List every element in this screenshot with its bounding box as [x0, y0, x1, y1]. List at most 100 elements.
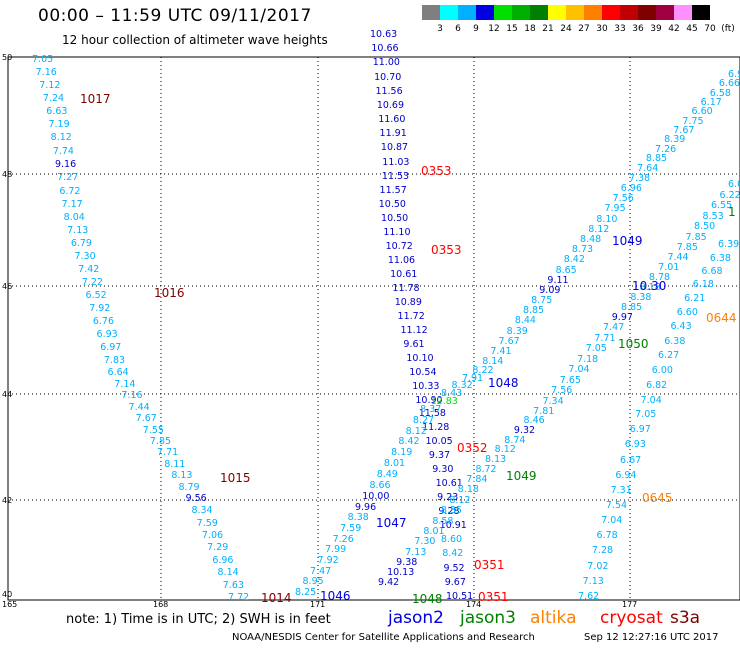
track3-value: 8.43: [441, 388, 463, 400]
track4-value: 8.12: [449, 494, 471, 506]
track1-value: 7.59: [196, 517, 218, 529]
track1-value: 7.44: [128, 401, 150, 413]
track1-value: 7.19: [48, 119, 70, 131]
legend-label: 27: [578, 24, 590, 34]
station-label: 0351: [478, 590, 509, 604]
track3-value: 8.27: [412, 414, 435, 426]
track3-value: 8.37: [420, 403, 442, 415]
track2-value: 11.06: [387, 254, 416, 266]
station-label: 1047: [376, 516, 407, 530]
legend-swatch: [584, 5, 602, 20]
track2-value: 8.60: [440, 534, 463, 546]
legend-label: 21: [542, 24, 554, 34]
track3-value: 8.66: [369, 479, 391, 491]
plot-frame: [7, 56, 740, 601]
track2-value: 11.60: [378, 114, 406, 126]
track5-value: 6.97: [629, 424, 651, 436]
track1-value: 6.63: [46, 105, 68, 117]
track1-value: 7.16: [35, 66, 57, 78]
legend-swatch: [638, 5, 656, 20]
track3-value: 6.60: [691, 106, 713, 118]
legend-swatch: [602, 5, 620, 20]
track4-value: 9.42: [378, 577, 400, 588]
track4-value: 7.81: [533, 405, 555, 417]
track2-value: 11.57: [379, 184, 407, 196]
track4-value: 8.53: [702, 210, 724, 222]
track1-value: 6.97: [100, 341, 122, 353]
station-label: 0351: [474, 558, 505, 572]
legend-label: 3: [437, 24, 443, 34]
track3-value: 8.75: [531, 295, 553, 307]
station-label: 1048: [412, 592, 443, 606]
track4-value: 8.18: [457, 484, 479, 496]
track5-value: 6.67: [620, 454, 642, 466]
legend-label: 39: [650, 24, 662, 34]
track4-value: 7.04: [568, 364, 590, 376]
track3-value: 8.12: [405, 425, 427, 437]
track3-value: 7.38: [628, 172, 651, 184]
track3-value: 8.25: [295, 587, 317, 598]
track3-value: 6.58: [709, 87, 731, 99]
track5-value: 6.00: [651, 364, 673, 376]
track4-value: 9.32: [513, 425, 536, 437]
station-label: 1046: [320, 589, 351, 603]
legend-label: 42: [668, 24, 680, 34]
lon-label: 168: [153, 600, 169, 609]
legend-swatch: [674, 5, 692, 20]
legend-swatch: [422, 5, 440, 20]
track2-value: 10.87: [380, 142, 409, 154]
track2-value: 9.61: [403, 338, 425, 350]
track3-value: 7.67: [498, 335, 520, 347]
track2-value: 11.03: [382, 156, 410, 168]
track5-value: 6.82: [646, 379, 668, 391]
track5-value: 6.43: [670, 321, 692, 333]
track1-value: 7.30: [74, 250, 96, 262]
track1-value: 8.11: [164, 458, 186, 470]
track5-value: 7.62: [578, 591, 600, 602]
legend-label: 36: [632, 24, 644, 34]
station-label: 1050: [618, 337, 649, 351]
legend-label: 6: [455, 24, 461, 34]
track4-value: 8.58: [432, 516, 454, 528]
track1-value: 7.42: [78, 263, 100, 275]
track5-value: 6.78: [596, 530, 618, 542]
track3-value: 6.96: [620, 182, 642, 194]
track4-value: 7.18: [577, 353, 599, 365]
track3-value: 9.96: [354, 501, 377, 513]
track1-value: 6.76: [92, 315, 115, 327]
map-plot: [7, 56, 740, 601]
satellite-jason2: jason2: [388, 608, 444, 628]
legend-swatch: [494, 5, 512, 20]
track2-value: 10.05: [425, 436, 453, 448]
lat-label: 50: [2, 53, 13, 62]
track1-value: 7.05: [32, 54, 54, 65]
station-label: 1049: [612, 234, 643, 248]
legend-swatch: [512, 5, 530, 20]
track2-value: 11.10: [383, 226, 411, 238]
track5-value: 7.13: [582, 575, 604, 587]
track2-value: 9.52: [443, 562, 465, 574]
track3-value: 7.75: [682, 115, 704, 127]
station-label: 1048: [488, 376, 519, 390]
track2-value: 10.63: [370, 29, 398, 40]
legend-label: 30: [596, 24, 608, 34]
lon-label: 165: [2, 600, 18, 609]
legend-swatch: [566, 5, 584, 20]
lat-label: 46: [2, 282, 13, 291]
lon-label: 174: [466, 600, 482, 609]
track1-value: 6.72: [59, 185, 81, 197]
track1-value: 7.22: [81, 276, 103, 288]
track3-value: 10.00: [362, 490, 390, 502]
track2-value: 10.90: [415, 394, 443, 406]
track4-value: 8.74: [504, 434, 526, 446]
legend-swatch: [620, 5, 638, 20]
track3-value: 7.92: [317, 555, 339, 566]
track4-value: 7.44: [667, 252, 689, 264]
track1-value: 7.63: [222, 579, 244, 591]
track1-value: 7.12: [39, 79, 61, 91]
lon-label: 171: [310, 600, 326, 609]
station-label: 0644: [706, 311, 737, 325]
track1-value: 7.67: [135, 413, 157, 425]
track3-value: 8.42: [398, 436, 420, 448]
legend-swatch: [458, 5, 476, 20]
